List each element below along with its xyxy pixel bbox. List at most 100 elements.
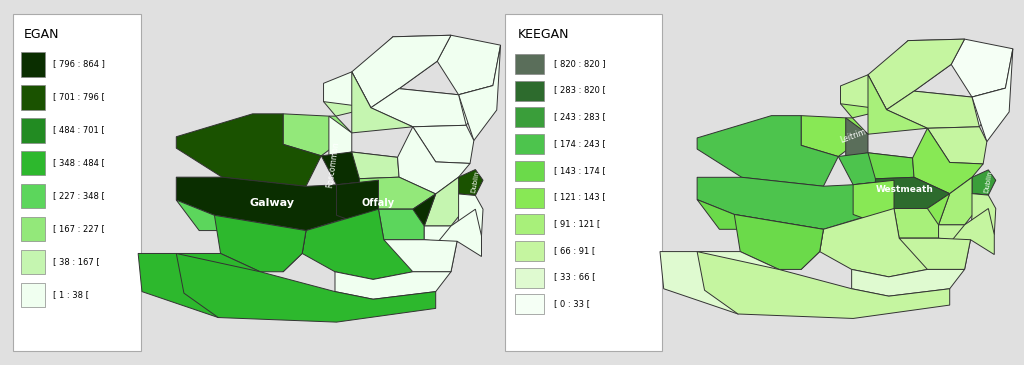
Polygon shape — [868, 75, 928, 134]
Text: [ 66 : 91 [: [ 66 : 91 [ — [554, 246, 595, 255]
Text: Galway: Galway — [249, 198, 294, 208]
Polygon shape — [914, 88, 1006, 128]
Polygon shape — [972, 49, 1013, 142]
Polygon shape — [734, 215, 823, 269]
Polygon shape — [928, 127, 987, 164]
Polygon shape — [324, 37, 417, 116]
Polygon shape — [437, 35, 501, 95]
Polygon shape — [951, 39, 1013, 97]
Polygon shape — [352, 35, 451, 108]
Polygon shape — [379, 209, 424, 240]
Polygon shape — [894, 208, 939, 238]
Polygon shape — [868, 39, 965, 110]
Polygon shape — [352, 152, 399, 179]
Polygon shape — [801, 116, 868, 157]
Bar — [20, 85, 45, 110]
Bar — [515, 161, 545, 181]
Polygon shape — [176, 200, 306, 272]
Polygon shape — [697, 251, 949, 318]
Text: [ 701 : 796 [: [ 701 : 796 [ — [53, 92, 104, 101]
Polygon shape — [283, 114, 352, 156]
Text: Westmeath: Westmeath — [877, 185, 934, 195]
Polygon shape — [697, 116, 839, 186]
Polygon shape — [939, 225, 971, 240]
Text: [ 820 : 820 ]: [ 820 : 820 ] — [554, 59, 606, 68]
Bar — [20, 52, 45, 77]
Polygon shape — [424, 209, 481, 272]
Polygon shape — [359, 177, 435, 209]
Polygon shape — [697, 177, 894, 229]
Polygon shape — [384, 240, 457, 272]
Text: [ 121 : 143 [: [ 121 : 143 [ — [554, 192, 606, 201]
Text: [ 243 : 283 [: [ 243 : 283 [ — [554, 112, 606, 121]
Text: EGAN: EGAN — [24, 28, 59, 41]
Polygon shape — [876, 177, 949, 208]
Polygon shape — [424, 177, 475, 226]
Polygon shape — [697, 200, 823, 269]
Bar — [20, 184, 45, 208]
Polygon shape — [324, 72, 371, 108]
Polygon shape — [459, 45, 501, 141]
Polygon shape — [457, 194, 483, 236]
Polygon shape — [352, 72, 413, 133]
Bar — [515, 294, 545, 314]
Polygon shape — [852, 269, 965, 296]
Polygon shape — [399, 86, 493, 127]
Text: [ 0 : 33 [: [ 0 : 33 [ — [554, 299, 590, 308]
Polygon shape — [939, 208, 994, 269]
Polygon shape — [214, 215, 306, 272]
Bar — [20, 250, 45, 274]
Text: [ 167 : 227 [: [ 167 : 227 [ — [53, 224, 104, 233]
Polygon shape — [908, 39, 965, 91]
Bar — [515, 214, 545, 234]
Polygon shape — [335, 272, 451, 299]
Polygon shape — [413, 125, 474, 164]
Polygon shape — [302, 209, 424, 279]
Polygon shape — [176, 253, 435, 322]
Polygon shape — [660, 251, 779, 314]
Polygon shape — [868, 153, 914, 179]
Bar — [20, 283, 45, 307]
Polygon shape — [371, 89, 466, 127]
Polygon shape — [841, 75, 887, 110]
Text: [ 796 : 864 ]: [ 796 : 864 ] — [53, 59, 104, 68]
Text: Leitrim: Leitrim — [839, 127, 867, 145]
Text: [ 283 : 820 [: [ 283 : 820 [ — [554, 85, 606, 95]
Text: [ 174 : 243 [: [ 174 : 243 [ — [554, 139, 606, 148]
Polygon shape — [329, 116, 352, 157]
Bar — [515, 81, 545, 101]
Text: [ 1 : 38 [: [ 1 : 38 [ — [53, 290, 89, 299]
Polygon shape — [853, 180, 949, 229]
Text: [ 33 : 66 [: [ 33 : 66 [ — [554, 272, 596, 281]
Text: [ 227 : 348 [: [ 227 : 348 [ — [53, 191, 104, 200]
Polygon shape — [176, 177, 379, 231]
Polygon shape — [846, 118, 868, 158]
Bar — [515, 268, 545, 288]
Text: Offaly: Offaly — [361, 198, 395, 208]
Polygon shape — [841, 41, 931, 118]
Text: Dublin: Dublin — [983, 170, 993, 193]
Polygon shape — [819, 208, 939, 277]
Bar — [515, 107, 545, 127]
Text: [ 143 : 174 [: [ 143 : 174 [ — [554, 166, 606, 175]
Text: KEEGAN: KEEGAN — [518, 28, 569, 41]
Bar — [515, 54, 545, 74]
Polygon shape — [138, 253, 260, 318]
Bar — [20, 151, 45, 176]
Polygon shape — [393, 35, 451, 89]
Polygon shape — [322, 152, 397, 185]
Polygon shape — [899, 238, 971, 269]
Bar — [515, 188, 545, 208]
Polygon shape — [887, 91, 979, 128]
Text: [ 91 : 121 [: [ 91 : 121 [ — [554, 219, 600, 228]
Polygon shape — [459, 169, 483, 196]
Polygon shape — [972, 170, 995, 195]
Text: [ 348 : 484 [: [ 348 : 484 [ — [53, 158, 104, 167]
Text: Dublin: Dublin — [470, 170, 480, 193]
Polygon shape — [397, 127, 470, 194]
Polygon shape — [424, 226, 457, 241]
Bar — [20, 118, 45, 142]
Polygon shape — [839, 153, 912, 185]
Bar — [515, 134, 545, 154]
Polygon shape — [337, 180, 435, 231]
